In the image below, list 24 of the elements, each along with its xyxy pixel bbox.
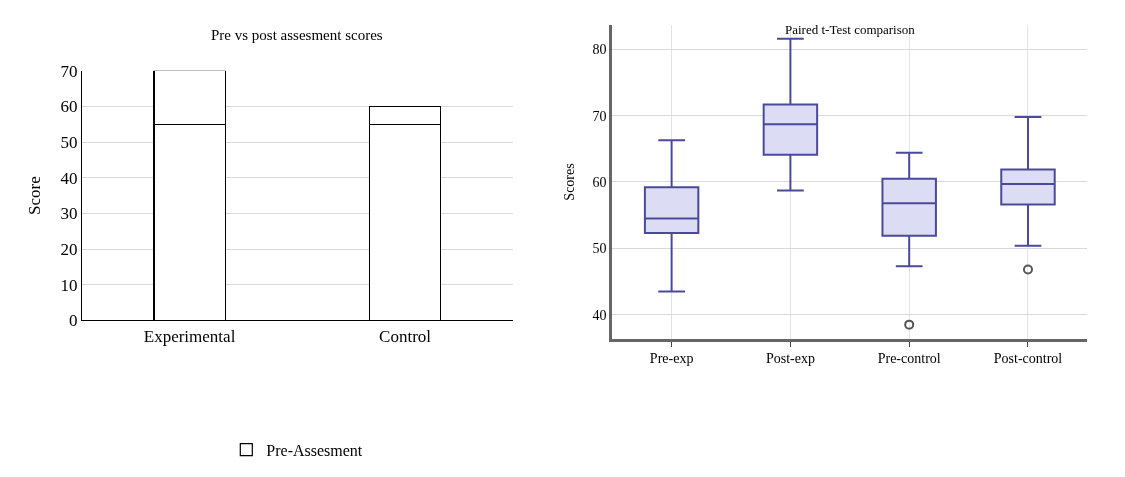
y-axis-title: Score (24, 176, 44, 215)
x-tick-label: Pre-exp (649, 351, 694, 367)
x-tick-label: Post-exp (765, 351, 815, 367)
chart-title: Pre vs post assesment scores (211, 27, 383, 43)
y-tick-label: 50 (60, 133, 78, 152)
y-tick-label: 30 (60, 204, 78, 224)
y-tick-label: 0 (68, 311, 78, 331)
y-tick-label: 10 (60, 275, 78, 295)
legend-label: Pre-Assesment (266, 441, 363, 459)
x-tick-label: Pre-control (877, 351, 941, 367)
y-tick-label: 40 (592, 307, 607, 323)
y-tick-label: 80 (592, 42, 607, 58)
y-tick-label: 50 (592, 241, 607, 257)
y-tick-label: 60 (60, 97, 78, 117)
x-tick-label: Experimental (143, 326, 236, 346)
y-tick-label: 40 (60, 168, 78, 188)
y-tick-label: 70 (60, 61, 78, 81)
y-tick-label: 60 (592, 174, 607, 190)
x-tick-label: Post-control (993, 351, 1063, 367)
y-axis-title: Scores (562, 163, 578, 201)
chart-title: Paired t-Test comparison (785, 22, 916, 37)
y-tick-label: 70 (592, 108, 607, 124)
y-tick-label: 20 (60, 240, 78, 260)
x-tick-label: Control (379, 326, 432, 346)
